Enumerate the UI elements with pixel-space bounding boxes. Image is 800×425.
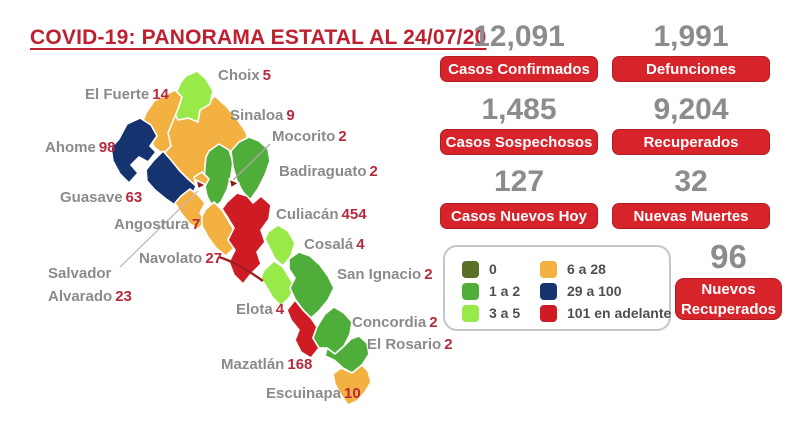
- legend-swatch: [540, 305, 557, 322]
- map-label-badiraguato: Badiraguato 2: [279, 163, 378, 180]
- region-badiraguato: [230, 136, 271, 201]
- map-label-angostura: Angostura 7: [114, 216, 201, 233]
- legend-swatch: [462, 283, 479, 300]
- location-arrow-icon: [195, 179, 207, 190]
- stat-value-casos-confirmados: 12,091: [473, 20, 565, 53]
- location-arrow-icon: [228, 178, 240, 189]
- stat-badge-casos-confirmados: Casos Confirmados: [440, 56, 598, 82]
- map-label-guasave: Guasave 63: [60, 189, 143, 206]
- stat-value-nuevas-muertes: 32: [674, 165, 708, 198]
- region-concordia: [312, 306, 353, 355]
- leader-line-navolato: [218, 255, 264, 282]
- region-cosala: [264, 224, 296, 267]
- map-label-el-fuerte: El Fuerte 14: [85, 86, 169, 103]
- stat-value-casos-sospechosos: 1,485: [481, 93, 557, 126]
- map-label-elota: Elota 4: [236, 301, 285, 318]
- map-label-culiacan: Culiacán 454: [276, 206, 367, 223]
- map-label-navolato: Navolato 27: [139, 250, 223, 267]
- region-culiacan: [221, 192, 272, 285]
- region-elota: [260, 260, 296, 307]
- map-color-legend: 0 1 a 2 3 a 5 6 a 28 29 a 100 101 en ade…: [443, 245, 671, 331]
- map-label-concordia: Concordia 2: [352, 314, 438, 331]
- legend-swatch: [462, 305, 479, 322]
- stat-value-defunciones: 1,991: [653, 20, 729, 53]
- legend-swatch: [540, 261, 557, 278]
- leader-line-mocorito: [232, 143, 271, 181]
- map-label-sinaloa: Sinaloa 9: [230, 107, 295, 124]
- stat-badge-nuevos-recuperados: Nuevos Recuperados: [675, 278, 782, 320]
- stat-value-recuperados: 9,204: [653, 93, 729, 126]
- region-mocorito: [203, 143, 234, 209]
- map-label-mazatlan: Mazatlán 168: [221, 356, 313, 373]
- map-label-mocorito: Mocorito 2: [272, 128, 347, 145]
- page-title: COVID-19: PANORAMA ESTATAL AL 24/07/20: [30, 26, 487, 49]
- map-label-ahome: Ahome 98: [45, 139, 116, 156]
- map-label-san-ignacio: San Ignacio 2: [337, 266, 433, 283]
- stat-value-nuevos-recuperados: 96: [710, 238, 747, 275]
- map-label-salvador-alvarado: Salvador Alvarado 23: [48, 265, 132, 305]
- legend-swatch: [462, 261, 479, 278]
- sinaloa-choropleth-map: [110, 70, 372, 406]
- region-san-ignacio: [288, 251, 335, 319]
- stat-badge-nuevas-muertes: Nuevas Muertes: [612, 203, 770, 229]
- leader-line-salvador-alvarado: [119, 190, 199, 268]
- stat-badge-defunciones: Defunciones: [612, 56, 770, 82]
- map-label-cosala: Cosalá 4: [304, 236, 365, 253]
- map-label-escuinapa: Escuinapa 10: [266, 385, 361, 402]
- stat-badge-recuperados: Recuperados: [612, 129, 770, 155]
- stat-value-casos-nuevos-hoy: 127: [493, 165, 545, 198]
- map-label-choix: Choix 5: [218, 67, 272, 84]
- stat-badge-casos-nuevos-hoy: Casos Nuevos Hoy: [440, 203, 598, 229]
- region-el-rosario: [324, 335, 370, 374]
- region-escuinapa: [332, 364, 372, 406]
- stat-badge-casos-sospechosos: Casos Sospechosos: [440, 129, 598, 155]
- map-label-el-rosario: El Rosario 2: [367, 336, 453, 353]
- region-ahome: [110, 117, 158, 184]
- region-mazatlan: [286, 299, 320, 359]
- legend-swatch: [540, 283, 557, 300]
